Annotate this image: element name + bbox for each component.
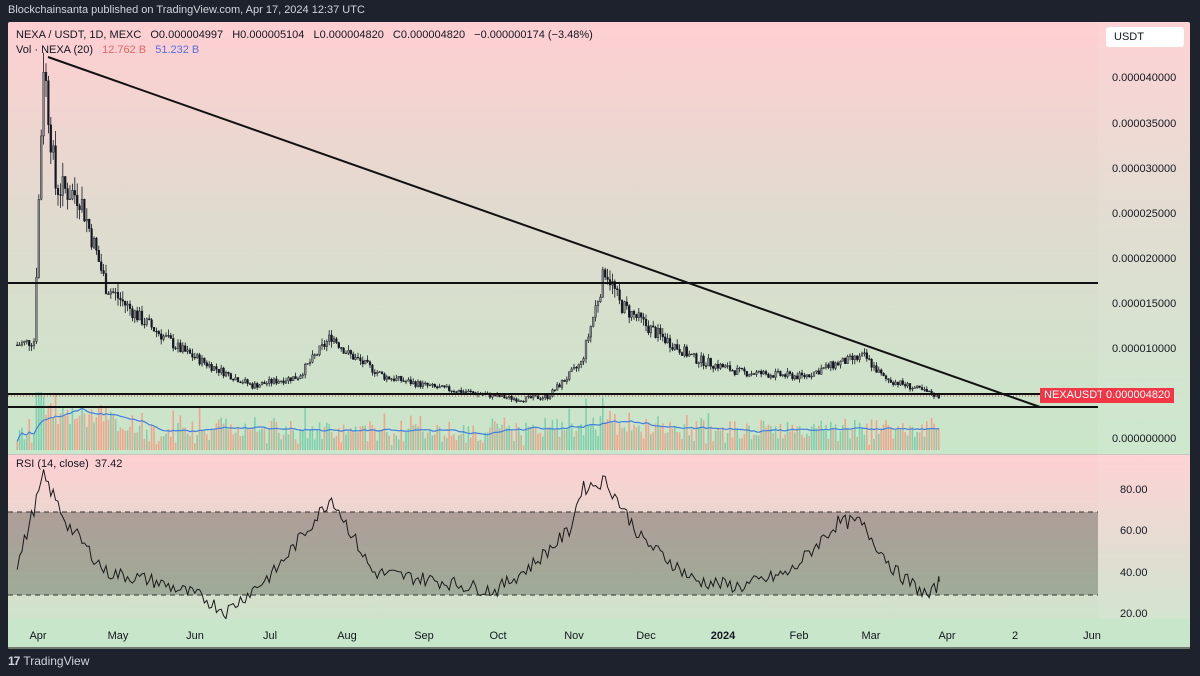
volume-label[interactable]: Vol · NEXA (20)	[16, 44, 94, 56]
price-candles	[16, 52, 940, 404]
time-tick: Oct	[489, 630, 507, 642]
price-tick: 0.000035000	[1112, 118, 1177, 130]
price-tick: 0.000030000	[1112, 163, 1177, 175]
rsi-label[interactable]: RSI (14, close)	[16, 458, 89, 470]
open-value: O0.000004997	[150, 29, 224, 41]
time-tick: Jun	[186, 630, 204, 642]
low-value: L0.000004820	[313, 29, 384, 41]
rsi-tick: 20.00	[1120, 608, 1148, 620]
volume-ma-value: 51.232 B	[155, 44, 200, 56]
currency-selector[interactable]: USDT	[1106, 27, 1184, 47]
time-tick: Nov	[564, 630, 584, 642]
time-tick: Sep	[414, 630, 434, 642]
rsi-tick: 60.00	[1120, 525, 1148, 537]
main-pane-bg	[8, 22, 1190, 454]
time-tick: Aug	[337, 630, 357, 642]
tradingview-logo-text: TradingView	[23, 654, 90, 668]
change-value: −0.000000174 (−3.48%)	[474, 29, 593, 41]
time-tick: Feb	[789, 630, 809, 642]
volume-ma-line	[16, 407, 939, 442]
last-price-tag: 0.000004820	[1102, 388, 1175, 403]
symbol-price-tag: NEXAUSDT	[1040, 388, 1108, 403]
rsi-band	[8, 512, 1098, 595]
price-tick: 0.000020000	[1112, 253, 1177, 265]
price-tick: 0.000010000	[1112, 343, 1177, 355]
symbol-label[interactable]: NEXA / USDT, 1D, MEXC	[16, 29, 142, 41]
rsi-tick: 40.00	[1120, 567, 1148, 579]
price-tick: 0.000040000	[1112, 72, 1177, 84]
price-tick: 0.000000000	[1112, 433, 1177, 445]
chart-frame[interactable]: NEXA / USDT, 1D, MEXC O0.000004997 H0.00…	[8, 22, 1190, 649]
publish-info: Blockchainsanta published on TradingView…	[8, 4, 365, 16]
time-tick: Jun	[1083, 630, 1101, 642]
time-tick: Dec	[636, 630, 656, 642]
tradingview-logo[interactable]: 17 TradingView	[8, 654, 89, 668]
time-tick: 2024	[710, 630, 736, 642]
volume-legend: Vol · NEXA (20) 12.762 B 51.232 B	[16, 44, 205, 56]
rsi-tick: 80.00	[1120, 484, 1148, 496]
time-tick: Jul	[262, 630, 278, 642]
time-tick: Apr	[938, 630, 956, 642]
descending-trendline[interactable]	[47, 56, 1041, 408]
volume-bars	[16, 392, 940, 450]
tradingview-logo-icon: 17	[8, 654, 20, 668]
time-tick: May	[107, 630, 129, 642]
ohlc-legend: NEXA / USDT, 1D, MEXC O0.000004997 H0.00…	[16, 29, 599, 41]
price-tick: 0.000015000	[1112, 298, 1177, 310]
close-value: C0.000004820	[392, 29, 466, 41]
price-tick: 0.000025000	[1112, 208, 1177, 220]
rsi-legend: RSI (14, close) 37.42	[16, 458, 122, 470]
chart-canvas[interactable]	[8, 22, 1190, 649]
rsi-value: 37.42	[94, 458, 123, 470]
time-tick: 2	[1011, 630, 1019, 642]
high-value: H0.000005104	[232, 29, 305, 41]
rsi-line	[16, 469, 940, 620]
volume-value: 12.762 B	[102, 44, 147, 56]
time-tick: Mar	[861, 630, 881, 642]
time-tick: Apr	[29, 630, 47, 642]
